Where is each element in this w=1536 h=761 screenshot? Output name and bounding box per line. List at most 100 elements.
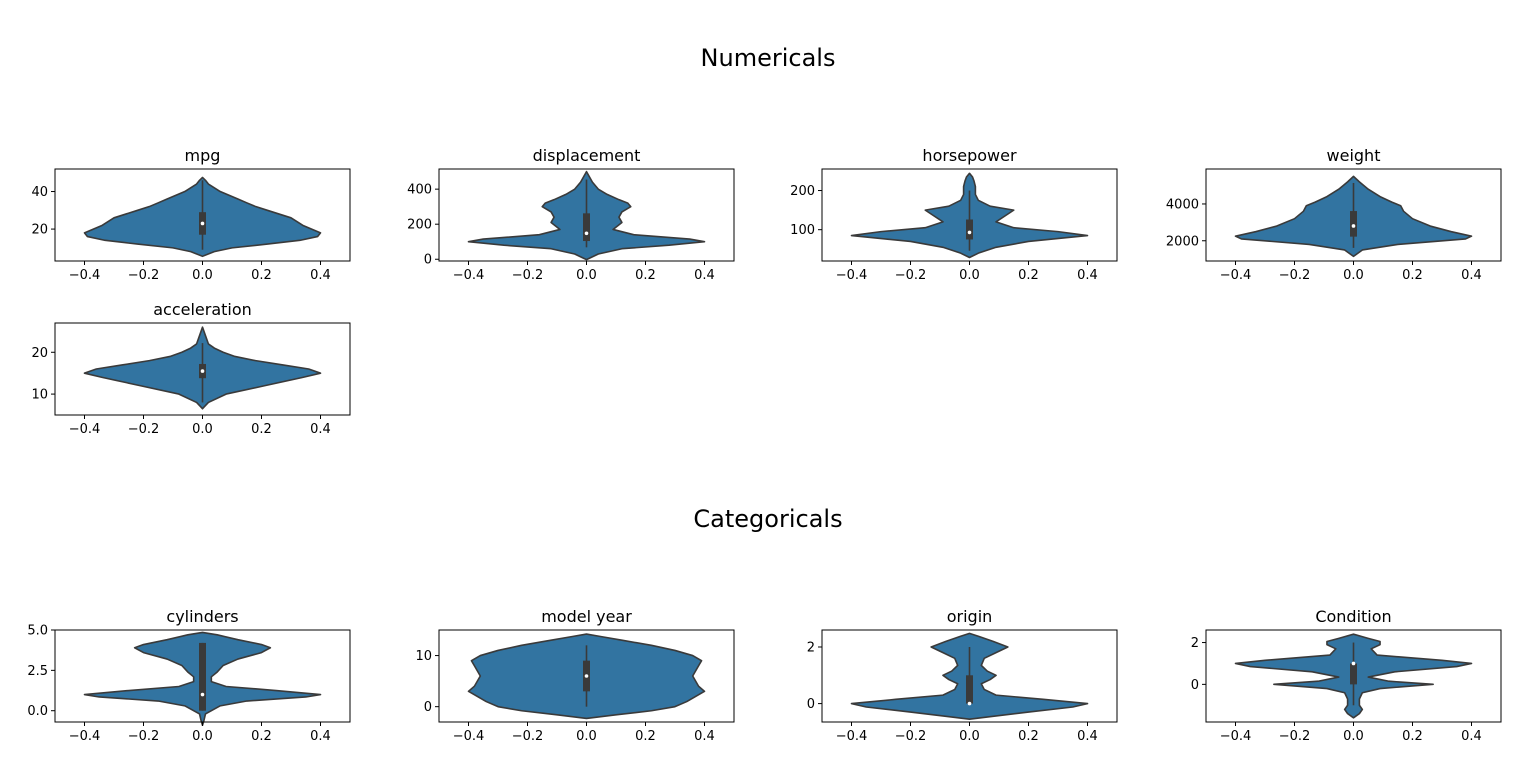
x-tick-label-displacement: 0.0 <box>576 268 597 283</box>
x-tick-label-weight: −0.2 <box>1279 268 1311 283</box>
x-tick-label-condition: −0.4 <box>1220 729 1252 744</box>
iqr-box-weight <box>1350 211 1357 237</box>
y-tick-label-model-year: 10 <box>415 649 432 664</box>
x-tick-label-origin: 0.0 <box>959 729 980 744</box>
x-tick-label-displacement: −0.4 <box>453 268 485 283</box>
x-tick-label-weight: 0.2 <box>1402 268 1423 283</box>
section-title-categoricals: Categoricals <box>693 505 843 533</box>
subplot-title-displacement: displacement <box>533 146 641 165</box>
panel-origin: −0.4 −0.2 0.0 0.2 0.4 0 2 origin <box>807 607 1118 744</box>
x-tick-label-origin: −0.2 <box>895 729 927 744</box>
x-tick-label-condition: 0.2 <box>1402 729 1423 744</box>
x-tick-label-mpg: 0.0 <box>192 268 213 283</box>
y-tick-label-displacement: 200 <box>407 218 432 233</box>
median-dot-origin <box>967 701 972 706</box>
x-tick-label-cylinders: 0.4 <box>310 729 331 744</box>
y-tick-label-displacement: 0 <box>424 253 432 268</box>
section-title-numericals: Numericals <box>700 44 836 72</box>
x-tick-label-horsepower: 0.2 <box>1018 268 1039 283</box>
x-tick-label-horsepower: −0.4 <box>836 268 868 283</box>
iqr-box-horsepower <box>966 219 973 240</box>
y-tick-label-cylinders: 2.5 <box>27 664 48 679</box>
median-dot-model-year <box>584 674 589 678</box>
x-tick-label-displacement: −0.2 <box>512 268 544 283</box>
median-dot-mpg <box>200 221 205 226</box>
x-tick-label-condition: 0.4 <box>1461 729 1482 744</box>
panel-displacement: −0.4 −0.2 0.0 0.2 0.4 0 200 400 displacement <box>407 146 735 283</box>
subplot-title-cylinders: cylinders <box>166 607 238 626</box>
median-dot-displacement <box>584 231 589 236</box>
y-tick-label-cylinders: 0.0 <box>27 704 48 719</box>
y-tick-label-weight: 2000 <box>1166 234 1199 249</box>
subplot-title-acceleration: acceleration <box>153 300 252 319</box>
x-tick-label-acceleration: −0.4 <box>69 422 101 437</box>
y-tick-label-displacement: 400 <box>407 183 432 198</box>
x-tick-label-model-year: 0.2 <box>635 729 656 744</box>
subplot-title-horsepower: horsepower <box>922 146 1017 165</box>
x-tick-label-origin: 0.4 <box>1077 729 1098 744</box>
y-tick-label-acceleration: 10 <box>31 388 48 403</box>
x-tick-label-model-year: 0.0 <box>576 729 597 744</box>
subplot-title-mpg: mpg <box>185 146 221 165</box>
x-tick-label-weight: −0.4 <box>1220 268 1252 283</box>
x-tick-label-acceleration: 0.0 <box>192 422 213 437</box>
x-tick-label-acceleration: −0.2 <box>128 422 160 437</box>
x-tick-label-cylinders: 0.0 <box>192 729 213 744</box>
y-tick-label-mpg: 40 <box>31 185 48 200</box>
y-tick-label-model-year: 0 <box>424 700 432 715</box>
panel-model-year: −0.4 −0.2 0.0 0.2 0.4 0 10 model year <box>415 607 735 744</box>
panel-condition: −0.4 −0.2 0.0 0.2 0.4 0 2 Condition <box>1191 607 1502 744</box>
x-tick-label-cylinders: −0.2 <box>128 729 160 744</box>
y-tick-label-weight: 4000 <box>1166 197 1199 212</box>
subplot-title-weight: weight <box>1327 146 1381 165</box>
panel-weight: −0.4 −0.2 0.0 0.2 0.4 2000 4000 weight <box>1166 146 1502 283</box>
x-tick-label-condition: 0.0 <box>1343 729 1364 744</box>
median-dot-cylinders <box>200 692 205 697</box>
y-tick-label-condition: 2 <box>1191 636 1199 651</box>
x-tick-label-weight: 0.4 <box>1461 268 1482 283</box>
median-dot-acceleration <box>200 369 205 373</box>
x-tick-label-model-year: 0.4 <box>694 729 715 744</box>
x-tick-label-cylinders: −0.4 <box>69 729 101 744</box>
x-tick-label-model-year: −0.4 <box>453 729 485 744</box>
subplot-title-origin: origin <box>947 607 993 626</box>
x-tick-label-horsepower: 0.0 <box>959 268 980 283</box>
y-tick-label-origin: 0 <box>807 697 815 712</box>
x-tick-label-acceleration: 0.4 <box>310 422 331 437</box>
x-tick-label-acceleration: 0.2 <box>251 422 272 437</box>
iqr-box-condition <box>1350 663 1357 685</box>
median-dot-condition <box>1351 661 1356 666</box>
x-tick-label-displacement: 0.4 <box>694 268 715 283</box>
y-tick-label-condition: 0 <box>1191 678 1199 693</box>
x-tick-label-origin: −0.4 <box>836 729 868 744</box>
subplot-title-model-year: model year <box>541 607 632 626</box>
x-tick-label-origin: 0.2 <box>1018 729 1039 744</box>
x-tick-label-model-year: −0.2 <box>512 729 544 744</box>
x-tick-label-horsepower: 0.4 <box>1077 268 1098 283</box>
y-tick-label-origin: 2 <box>807 640 815 655</box>
y-tick-label-mpg: 20 <box>31 223 48 238</box>
iqr-box-origin <box>966 675 973 704</box>
x-tick-label-mpg: −0.2 <box>128 268 160 283</box>
subplot-title-condition: Condition <box>1315 607 1391 626</box>
panel-acceleration: −0.4 −0.2 0.0 0.2 0.4 10 20 acceleration <box>31 300 351 437</box>
panel-cylinders: −0.4 −0.2 0.0 0.2 0.4 0.0 2.5 5.0 cylinders <box>27 607 351 744</box>
x-tick-label-mpg: 0.2 <box>251 268 272 283</box>
x-tick-label-weight: 0.0 <box>1343 268 1364 283</box>
iqr-box-displacement <box>583 213 590 242</box>
panel-horsepower: −0.4 −0.2 0.0 0.2 0.4 100 200 horsepower <box>790 146 1118 283</box>
y-tick-label-cylinders: 5.0 <box>27 624 48 639</box>
iqr-box-cylinders <box>199 642 206 711</box>
x-tick-label-horsepower: −0.2 <box>895 268 927 283</box>
x-tick-label-mpg: 0.4 <box>310 268 331 283</box>
x-tick-label-displacement: 0.2 <box>635 268 656 283</box>
panel-mpg: −0.4 −0.2 0.0 0.2 0.4 20 40 mpg <box>31 146 351 283</box>
median-dot-weight <box>1351 224 1356 228</box>
x-tick-label-cylinders: 0.2 <box>251 729 272 744</box>
median-dot-horsepower <box>967 230 972 235</box>
x-tick-label-mpg: −0.4 <box>69 268 101 283</box>
y-tick-label-horsepower: 200 <box>790 184 815 199</box>
x-tick-label-condition: −0.2 <box>1279 729 1311 744</box>
y-tick-label-acceleration: 20 <box>31 346 48 361</box>
